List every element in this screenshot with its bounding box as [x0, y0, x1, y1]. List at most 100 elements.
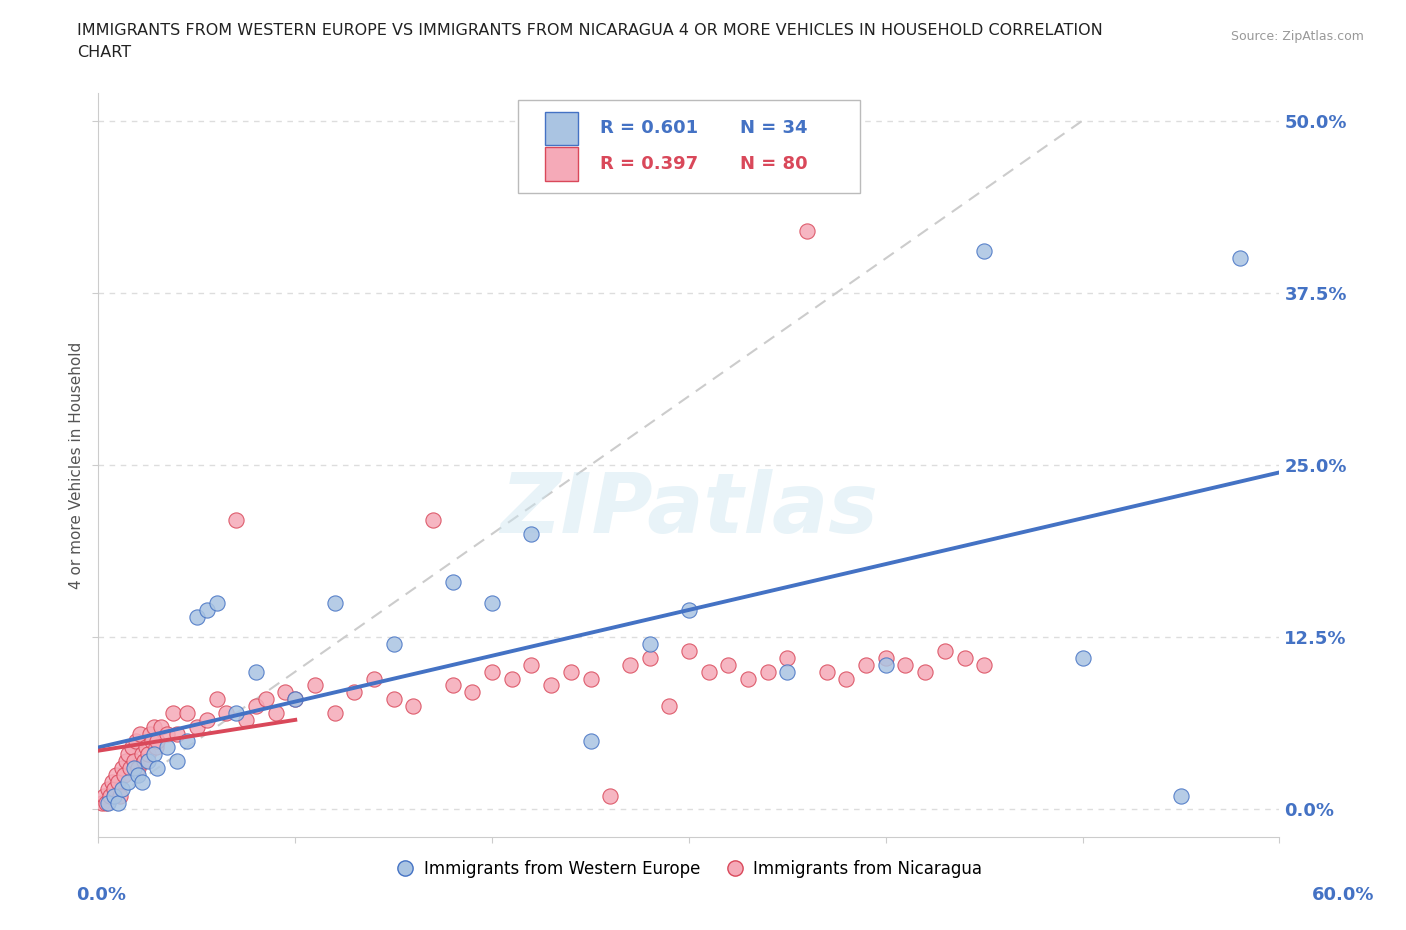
- Point: [186, 719, 208, 734]
- Point: [638, 650, 661, 665]
- Point: [146, 733, 169, 748]
- Point: [953, 650, 976, 665]
- Point: [422, 512, 444, 527]
- Point: [125, 733, 148, 748]
- Text: 60.0%: 60.0%: [1312, 885, 1374, 904]
- Point: [107, 795, 129, 810]
- Point: [1229, 251, 1251, 266]
- Point: [481, 595, 503, 610]
- Point: [195, 603, 218, 618]
- Text: 0.0%: 0.0%: [76, 885, 127, 904]
- Point: [934, 644, 956, 658]
- Point: [215, 706, 238, 721]
- Point: [117, 775, 139, 790]
- Point: [579, 671, 602, 686]
- Point: [136, 747, 159, 762]
- Point: [678, 644, 700, 658]
- Point: [145, 740, 167, 755]
- Point: [678, 603, 700, 618]
- Point: [520, 526, 543, 541]
- Point: [186, 609, 208, 624]
- Point: [284, 692, 307, 707]
- Point: [131, 775, 153, 790]
- Point: [835, 671, 858, 686]
- Text: ZIPatlas: ZIPatlas: [501, 469, 877, 551]
- Point: [254, 692, 277, 707]
- Point: [461, 684, 484, 699]
- Point: [111, 761, 134, 776]
- Point: [323, 706, 346, 721]
- Point: [776, 664, 799, 679]
- Point: [914, 664, 936, 679]
- Point: [343, 684, 366, 699]
- Point: [107, 775, 129, 790]
- Point: [93, 789, 115, 804]
- Point: [205, 692, 228, 707]
- Point: [142, 747, 165, 762]
- Point: [128, 726, 150, 741]
- Point: [103, 789, 125, 804]
- Point: [1071, 650, 1094, 665]
- FancyBboxPatch shape: [546, 147, 578, 180]
- Point: [697, 664, 720, 679]
- Point: [166, 726, 188, 741]
- Point: [97, 795, 120, 810]
- Point: [205, 595, 228, 610]
- Point: [520, 658, 543, 672]
- Point: [855, 658, 877, 672]
- Point: [176, 733, 198, 748]
- Legend: Immigrants from Western Europe, Immigrants from Nicaragua: Immigrants from Western Europe, Immigran…: [388, 853, 990, 884]
- Point: [894, 658, 917, 672]
- Point: [131, 747, 153, 762]
- Point: [150, 719, 173, 734]
- Point: [117, 747, 139, 762]
- Point: [540, 678, 562, 693]
- Point: [122, 761, 145, 776]
- FancyBboxPatch shape: [546, 112, 578, 145]
- Point: [166, 754, 188, 769]
- Point: [127, 767, 149, 782]
- Point: [101, 775, 124, 790]
- Point: [225, 512, 247, 527]
- Point: [141, 733, 163, 748]
- Point: [264, 706, 287, 721]
- Point: [156, 740, 179, 755]
- Point: [115, 754, 138, 769]
- Point: [1170, 789, 1192, 804]
- Point: [245, 664, 267, 679]
- Point: [235, 712, 257, 727]
- Point: [363, 671, 385, 686]
- Point: [815, 664, 838, 679]
- Point: [579, 733, 602, 748]
- Text: R = 0.397: R = 0.397: [600, 154, 699, 173]
- Point: [245, 698, 267, 713]
- Text: CHART: CHART: [77, 45, 131, 60]
- Point: [717, 658, 740, 672]
- Point: [225, 706, 247, 721]
- Point: [382, 692, 405, 707]
- Point: [122, 754, 145, 769]
- Point: [111, 781, 134, 796]
- Text: R = 0.601: R = 0.601: [600, 119, 699, 137]
- Point: [112, 767, 135, 782]
- Point: [274, 684, 297, 699]
- Point: [138, 726, 160, 741]
- Point: [875, 658, 897, 672]
- Point: [142, 719, 165, 734]
- Point: [91, 795, 114, 810]
- Point: [103, 781, 125, 796]
- Point: [146, 761, 169, 776]
- Point: [756, 664, 779, 679]
- Point: [121, 740, 143, 755]
- Text: N = 80: N = 80: [740, 154, 807, 173]
- Point: [97, 781, 120, 796]
- Point: [108, 789, 131, 804]
- Point: [658, 698, 681, 713]
- Point: [127, 761, 149, 776]
- Point: [796, 223, 818, 238]
- Y-axis label: 4 or more Vehicles in Household: 4 or more Vehicles in Household: [69, 341, 84, 589]
- Point: [96, 795, 118, 810]
- Point: [162, 706, 184, 721]
- Point: [195, 712, 218, 727]
- Point: [560, 664, 582, 679]
